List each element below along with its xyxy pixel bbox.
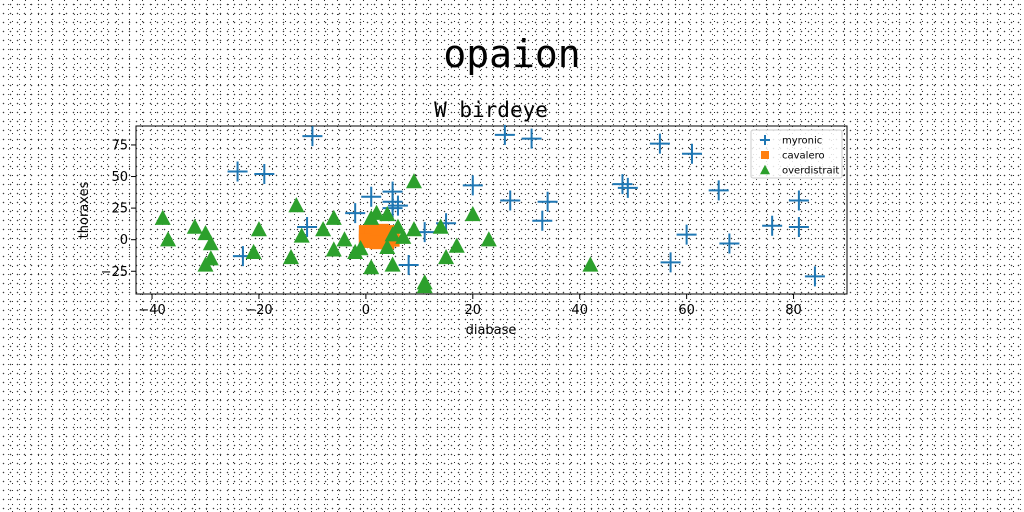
overdistrait-point bbox=[293, 227, 310, 243]
legend-label-overdistrait: overdistrait bbox=[782, 166, 839, 177]
overdistrait-point bbox=[432, 218, 449, 234]
myronic-point bbox=[804, 266, 825, 287]
cavalero-point bbox=[369, 235, 384, 250]
myronic-point bbox=[788, 217, 809, 238]
x-tick-label: 40 bbox=[571, 303, 588, 318]
myronic-point bbox=[676, 224, 697, 245]
myronic-point bbox=[398, 254, 419, 275]
myronic-point bbox=[762, 215, 783, 236]
y-tick-label: 0 bbox=[120, 233, 128, 248]
overdistrait-point bbox=[352, 240, 369, 256]
y-tick-label: 50 bbox=[111, 170, 128, 185]
figure-title: opaion bbox=[443, 32, 581, 76]
myronic-point bbox=[681, 143, 702, 164]
x-tick-label: −40 bbox=[138, 303, 165, 318]
myronic-point bbox=[297, 217, 318, 238]
overdistrait-point bbox=[202, 250, 219, 266]
x-tick-label: 60 bbox=[678, 303, 695, 318]
myronic-point bbox=[708, 180, 729, 201]
myronic-point bbox=[649, 133, 670, 154]
chart-title: W birdeye bbox=[434, 98, 548, 122]
overdistrait-point bbox=[325, 209, 342, 225]
overdistrait-point bbox=[389, 218, 406, 234]
overdistrait-point bbox=[283, 248, 300, 265]
legend-label-cavalero: cavalero bbox=[782, 151, 825, 162]
myronic-point bbox=[660, 252, 681, 273]
myronic-point bbox=[227, 161, 248, 182]
overdistrait-point bbox=[448, 237, 465, 253]
myronic-point bbox=[345, 203, 366, 224]
y-tick-label: −25 bbox=[101, 265, 128, 280]
overdistrait-point bbox=[395, 228, 412, 244]
myronic-point bbox=[500, 190, 521, 211]
y-axis-label: thoraxes bbox=[77, 181, 92, 238]
y-axis: −25 0 25 50 75 bbox=[101, 138, 136, 280]
overdistrait-point bbox=[384, 226, 401, 242]
overdistrait-point bbox=[405, 221, 422, 237]
legend-marker-myronic bbox=[760, 135, 770, 145]
overdistrait-point bbox=[438, 248, 455, 265]
series-overdistrait bbox=[154, 173, 599, 294]
overdistrait-point bbox=[379, 238, 396, 254]
myronic-point bbox=[537, 191, 558, 212]
overdistrait-point bbox=[186, 218, 203, 234]
legend-marker-cavalero bbox=[761, 151, 769, 159]
legend-marker-overdistrait bbox=[760, 164, 770, 175]
overdistrait-point bbox=[202, 235, 219, 251]
plot-area bbox=[135, 125, 848, 295]
overdistrait-point bbox=[464, 206, 481, 222]
overdistrait-point bbox=[379, 206, 396, 222]
x-tick-label: 20 bbox=[465, 303, 482, 318]
overdistrait-point bbox=[480, 231, 497, 247]
overdistrait-point bbox=[250, 221, 267, 237]
legend-box bbox=[750, 129, 843, 179]
overdistrait-point bbox=[154, 209, 171, 225]
y-tick-label: 25 bbox=[111, 202, 128, 217]
myronic-point bbox=[617, 177, 638, 198]
x-axis: −40 −20 0 20 40 60 80 bbox=[138, 294, 802, 318]
overdistrait-point bbox=[368, 204, 385, 220]
data-points bbox=[154, 124, 825, 294]
overdistrait-point bbox=[197, 224, 214, 241]
overdistrait-point bbox=[325, 241, 342, 257]
overdistrait-point bbox=[582, 256, 599, 272]
x-tick-label: −20 bbox=[245, 303, 272, 318]
x-tick-label: 80 bbox=[785, 303, 802, 318]
myronic-point bbox=[382, 198, 403, 219]
myronic-point bbox=[494, 124, 515, 145]
overdistrait-point bbox=[336, 231, 353, 247]
overdistrait-point bbox=[245, 243, 262, 260]
myronic-point bbox=[462, 175, 483, 196]
overdistrait-point bbox=[315, 221, 332, 237]
myronic-point bbox=[788, 190, 809, 211]
overdistrait-point bbox=[160, 231, 177, 247]
myronic-point bbox=[612, 174, 633, 195]
myronic-point bbox=[254, 164, 275, 184]
overdistrait-point bbox=[405, 173, 422, 189]
myronic-point bbox=[387, 195, 408, 216]
x-tick-label: 0 bbox=[362, 303, 370, 318]
myronic-point bbox=[532, 210, 553, 231]
overdistrait-point bbox=[416, 278, 433, 294]
legend-label-myronic: myronic bbox=[782, 136, 822, 147]
x-axis-label: diabase bbox=[466, 323, 517, 338]
myronic-point bbox=[521, 128, 542, 149]
overdistrait-point bbox=[363, 259, 380, 275]
legend: myronic cavalero overdistrait bbox=[750, 129, 843, 179]
overdistrait-point bbox=[384, 256, 401, 272]
overdistrait-point bbox=[288, 197, 305, 213]
cavalero-point bbox=[374, 223, 389, 238]
myronic-point bbox=[302, 126, 323, 147]
myronic-point bbox=[719, 233, 740, 254]
series-myronic bbox=[227, 124, 825, 287]
y-tick-label: 75 bbox=[111, 138, 128, 153]
myronic-point bbox=[361, 186, 382, 207]
